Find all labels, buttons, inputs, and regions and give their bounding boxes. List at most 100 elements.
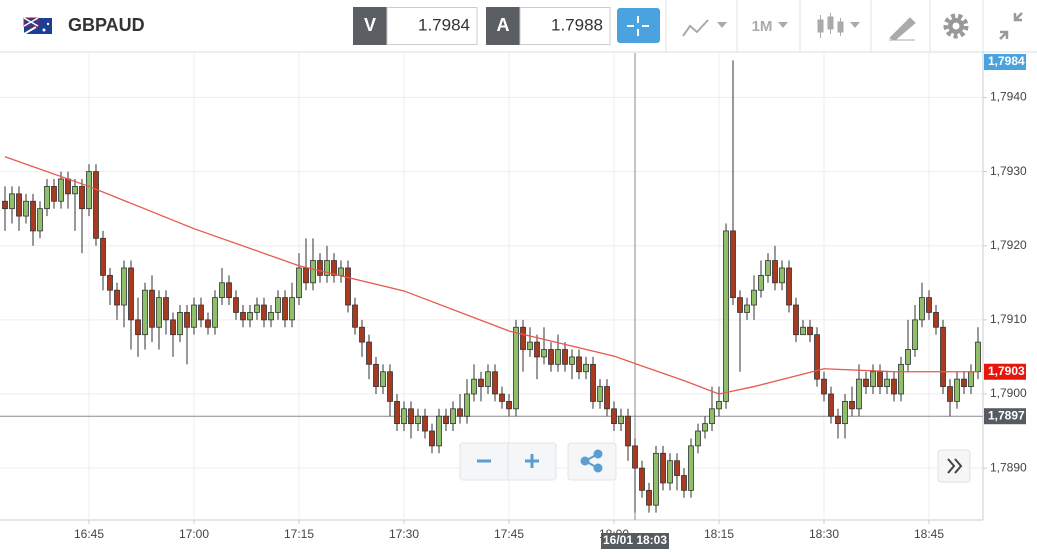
candle-body [408, 408, 414, 425]
candle-body [884, 378, 890, 387]
candle-body [303, 267, 309, 284]
scroll-end-icon [947, 458, 963, 474]
candle-body [107, 274, 113, 291]
candle-body [800, 326, 806, 336]
candle-body [786, 267, 792, 306]
crosshair-y-tag: 1,7897 [988, 408, 1025, 422]
candle-body [219, 282, 225, 299]
candle-body [184, 312, 190, 328]
candle-body [2, 200, 8, 210]
candle-body [590, 363, 596, 402]
candle-body [114, 289, 120, 306]
candle-body [905, 349, 911, 365]
candle-body [513, 326, 519, 410]
candle-body [506, 400, 512, 410]
candle-body [247, 312, 253, 321]
bid-tag-box [984, 54, 1026, 70]
candle-body [646, 489, 652, 506]
candle-body [373, 363, 379, 387]
candle-body [464, 393, 470, 417]
candle-body [23, 200, 29, 217]
x-tick-label: 17:45 [494, 527, 524, 541]
candle-body [79, 186, 85, 210]
crosshair-x-tag: 16/01 18:03 [603, 533, 667, 547]
candle-body [254, 304, 260, 313]
draw-button[interactable] [889, 17, 916, 41]
candle-body [625, 415, 631, 447]
candle-body [954, 378, 960, 402]
candle-body [926, 297, 932, 313]
candle-body [681, 475, 687, 491]
ask-box [519, 7, 611, 45]
candle-body [282, 297, 288, 321]
candle-body [723, 230, 729, 402]
y-tick-label: 1,7910 [990, 312, 1027, 326]
candle-body [877, 371, 883, 387]
candle-body [345, 267, 351, 306]
candle-body [597, 386, 603, 402]
candle-body [324, 260, 330, 276]
candle-body [807, 326, 813, 336]
candle-body [156, 297, 162, 328]
candle-body [450, 408, 456, 425]
crosshair-x-tag-box [601, 533, 669, 549]
candle-body [653, 452, 659, 506]
candle-body [828, 393, 834, 417]
chart-type-button[interactable] [682, 19, 727, 37]
candle-body [688, 445, 694, 491]
bid-button[interactable] [353, 7, 387, 45]
share-button[interactable] [567, 442, 617, 481]
bid-tag: 1,7984 [988, 54, 1025, 68]
candle-body [128, 267, 134, 321]
settings-button[interactable] [943, 13, 969, 39]
candle-body [618, 415, 624, 425]
candle-body [191, 304, 197, 328]
overlay-controls [459, 442, 971, 483]
candle-body [772, 260, 778, 284]
candle-body [142, 289, 148, 336]
candle-body [660, 452, 666, 484]
candle-body [793, 304, 799, 336]
candle-body [338, 267, 344, 276]
candle-type-button[interactable] [817, 13, 860, 38]
candle-body [366, 341, 372, 365]
x-tick-label: 16:45 [74, 527, 104, 541]
x-tick-label: 17:30 [389, 527, 419, 541]
ask-price: 1.7988 [551, 15, 603, 34]
candle-body [51, 186, 57, 202]
collapse-button[interactable] [999, 12, 1023, 40]
candle-body [555, 349, 561, 365]
toolbar-separators [665, 0, 984, 52]
y-tick-label: 1,7900 [990, 386, 1027, 400]
candle-body [205, 319, 211, 328]
candle-body [576, 356, 582, 373]
bid-box [386, 7, 478, 45]
candle-body [16, 193, 22, 217]
candle-body [849, 400, 855, 410]
symbol: GBPAUD [68, 15, 145, 35]
candle-body [527, 341, 533, 350]
x-tick-label: 18:15 [704, 527, 734, 541]
candle-body [548, 349, 554, 365]
candle-body [443, 415, 449, 425]
zoom-in[interactable] [525, 454, 539, 468]
x-tick-label: 18:30 [809, 527, 839, 541]
candle-body [352, 304, 358, 328]
candle-body [44, 186, 50, 210]
candle-body [765, 260, 771, 276]
candle-body [30, 200, 36, 232]
candle-body [240, 312, 246, 321]
candle-body [667, 460, 673, 484]
candle-body [233, 297, 239, 313]
ask-button[interactable] [486, 7, 520, 45]
y-tick-label: 1,7890 [990, 460, 1027, 474]
flag [23, 17, 52, 35]
candle-body [436, 415, 442, 447]
timeframe[interactable]: 1M [752, 18, 773, 35]
candle-body [912, 319, 918, 350]
moving-average [4, 156, 978, 395]
candle-body [177, 312, 183, 336]
candle-body [968, 371, 974, 387]
candle-body [814, 334, 820, 380]
crosshair-button[interactable] [617, 8, 660, 43]
